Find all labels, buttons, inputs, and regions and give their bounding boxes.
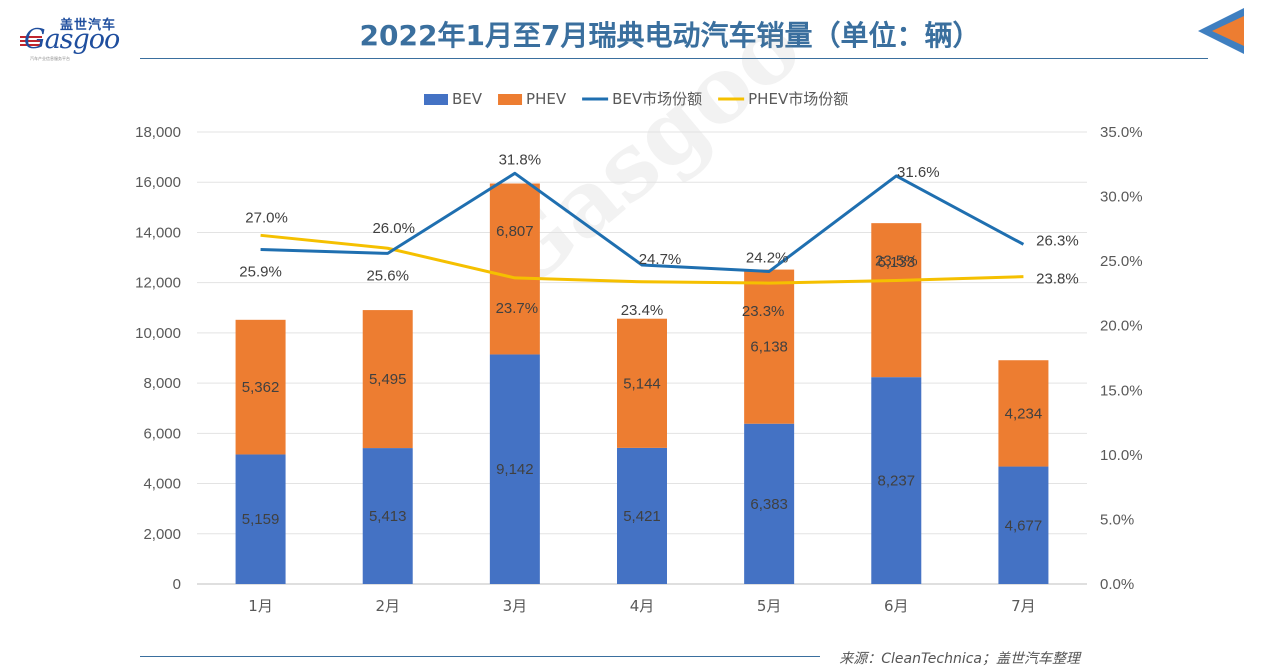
phev-share-label: 23.4% bbox=[621, 302, 664, 319]
bar-bev bbox=[617, 447, 667, 584]
y-tick-label: 18,000 bbox=[135, 124, 181, 141]
bar-label-phev: 6,807 bbox=[496, 223, 534, 240]
bar-bev bbox=[871, 377, 922, 584]
logo-stripes bbox=[20, 36, 42, 48]
page-title: 2022年1月至7月瑞典电动汽车销量（单位：辆） bbox=[359, 19, 981, 52]
bar-label-phev: 5,495 bbox=[369, 371, 407, 388]
bar-label-bev: 5,159 bbox=[242, 511, 280, 528]
y-tick-label: 14,000 bbox=[135, 224, 181, 241]
bar-label-phev: 6,138 bbox=[750, 339, 788, 356]
y-tick-label: 6,000 bbox=[143, 425, 181, 442]
bar-label-bev: 9,142 bbox=[496, 461, 534, 478]
footer-divider bbox=[140, 656, 820, 657]
phev-share-label: 26.0% bbox=[372, 220, 415, 237]
logo-chinese-text: 盖世汽车 bbox=[60, 18, 117, 33]
bar-label-bev: 6,383 bbox=[750, 496, 788, 513]
legend-swatch bbox=[498, 94, 523, 105]
x-tick-label: 5月 bbox=[757, 597, 782, 615]
y2-tick-label: 30.0% bbox=[1100, 189, 1143, 206]
x-tick-label: 2月 bbox=[375, 597, 400, 615]
bev-share-label: 31.6% bbox=[897, 164, 940, 181]
legend-label: PHEV bbox=[526, 90, 567, 108]
y2-tick-label: 5.0% bbox=[1100, 511, 1134, 528]
bar-label-bev: 4,677 bbox=[1005, 517, 1043, 534]
phev-share-label: 23.3% bbox=[742, 303, 785, 320]
y2-tick-label: 25.0% bbox=[1100, 253, 1143, 270]
legend-label: BEV市场份额 bbox=[612, 90, 702, 108]
legend-swatch bbox=[424, 94, 448, 105]
bar-phev bbox=[617, 318, 667, 448]
y2-tick-label: 0.0% bbox=[1100, 576, 1134, 593]
x-tick-label: 4月 bbox=[630, 597, 655, 615]
bar-label-bev: 8,237 bbox=[878, 473, 916, 490]
bar-label-phev: 5,362 bbox=[242, 379, 280, 396]
bar-bev bbox=[998, 466, 1049, 584]
x-tick-label: 1月 bbox=[248, 597, 273, 615]
legend-label: BEV bbox=[452, 90, 483, 108]
logo-english-text: Gasgoo bbox=[24, 24, 120, 55]
y-tick-label: 8,000 bbox=[143, 375, 181, 392]
y-tick-label: 16,000 bbox=[135, 174, 181, 191]
bar-bev bbox=[362, 448, 413, 584]
phev-share-label: 23.7% bbox=[496, 300, 539, 317]
bev-share-label: 24.7% bbox=[639, 251, 682, 268]
bar-phev bbox=[362, 310, 413, 449]
logo-subtitle: 汽车产业信息服务平台 bbox=[30, 56, 70, 61]
bar-label-phev: 4,234 bbox=[1005, 405, 1043, 422]
phev-share-label: 23.8% bbox=[1036, 271, 1079, 288]
bar-label-phev: 5,144 bbox=[623, 375, 661, 392]
line-phev-share bbox=[260, 233, 1024, 285]
bar-bev bbox=[744, 423, 795, 584]
title-divider bbox=[140, 58, 1208, 59]
bar-label-phev: 6,133 bbox=[878, 254, 916, 271]
x-tick-label: 3月 bbox=[503, 597, 528, 615]
legend-label: PHEV市场份额 bbox=[748, 90, 848, 108]
bar-bev bbox=[235, 454, 286, 584]
y2-tick-label: 10.0% bbox=[1100, 447, 1143, 464]
y-tick-label: 2,000 bbox=[143, 526, 181, 543]
gasgoo-logo: 盖世汽车 Gasgoo 汽车产业信息服务平台 bbox=[20, 14, 132, 61]
line-bev-share bbox=[260, 171, 1025, 273]
bar-phev bbox=[744, 269, 795, 424]
bar-phev bbox=[871, 223, 922, 378]
y2-tick-label: 20.0% bbox=[1100, 318, 1143, 335]
y2-tick-label: 35.0% bbox=[1100, 124, 1143, 141]
bar-phev bbox=[489, 183, 540, 355]
bev-share-label: 25.6% bbox=[366, 267, 409, 284]
source-note: 来源：CleanTechnica；盖世汽车整理 bbox=[839, 651, 1080, 667]
y-tick-label: 10,000 bbox=[135, 325, 181, 342]
x-tick-label: 7月 bbox=[1011, 597, 1036, 615]
y-tick-label: 12,000 bbox=[135, 275, 181, 292]
x-tick-label: 6月 bbox=[884, 597, 909, 615]
bar-bev bbox=[489, 354, 540, 584]
y2-tick-label: 15.0% bbox=[1100, 382, 1143, 399]
bar-label-bev: 5,421 bbox=[623, 508, 661, 525]
y-tick-label: 4,000 bbox=[143, 476, 181, 493]
bar-phev bbox=[235, 319, 286, 455]
y-tick-label: 0 bbox=[173, 576, 181, 593]
bev-share-label: 26.3% bbox=[1036, 232, 1079, 249]
phev-share-label: 27.0% bbox=[245, 209, 288, 226]
bev-share-label: 25.9% bbox=[239, 264, 282, 281]
corner-arrow-icon bbox=[1198, 8, 1244, 54]
bar-label-bev: 5,413 bbox=[369, 508, 407, 525]
phev-share-label: 23.5% bbox=[875, 253, 918, 270]
bev-share-label: 31.8% bbox=[499, 151, 542, 168]
bev-share-label: 24.2% bbox=[746, 249, 789, 266]
bar-phev bbox=[998, 360, 1049, 467]
